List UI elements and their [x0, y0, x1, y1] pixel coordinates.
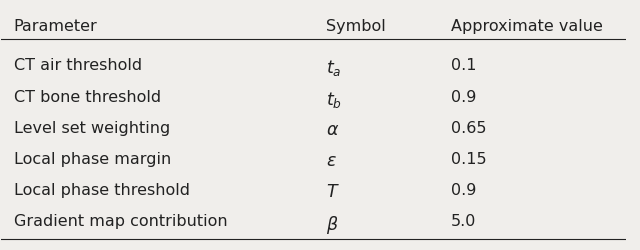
Text: CT bone threshold: CT bone threshold	[14, 89, 161, 104]
Text: CT air threshold: CT air threshold	[14, 58, 142, 73]
Text: Gradient map contribution: Gradient map contribution	[14, 213, 227, 228]
Text: $\beta$: $\beta$	[326, 213, 339, 235]
Text: Local phase margin: Local phase margin	[14, 151, 171, 166]
Text: Approximate value: Approximate value	[451, 19, 603, 34]
Text: 0.1: 0.1	[451, 58, 476, 73]
Text: $T$: $T$	[326, 182, 340, 200]
Text: Parameter: Parameter	[14, 19, 98, 34]
Text: $t_a$: $t_a$	[326, 58, 341, 78]
Text: 5.0: 5.0	[451, 213, 476, 228]
Text: $t_b$: $t_b$	[326, 89, 342, 109]
Text: Symbol: Symbol	[326, 19, 386, 34]
Text: 0.9: 0.9	[451, 182, 476, 197]
Text: Local phase threshold: Local phase threshold	[14, 182, 190, 197]
Text: Level set weighting: Level set weighting	[14, 120, 170, 135]
Text: 0.9: 0.9	[451, 89, 476, 104]
Text: 0.65: 0.65	[451, 120, 486, 135]
Text: 0.15: 0.15	[451, 151, 486, 166]
Text: $\epsilon$: $\epsilon$	[326, 151, 337, 169]
Text: $\alpha$: $\alpha$	[326, 120, 339, 138]
